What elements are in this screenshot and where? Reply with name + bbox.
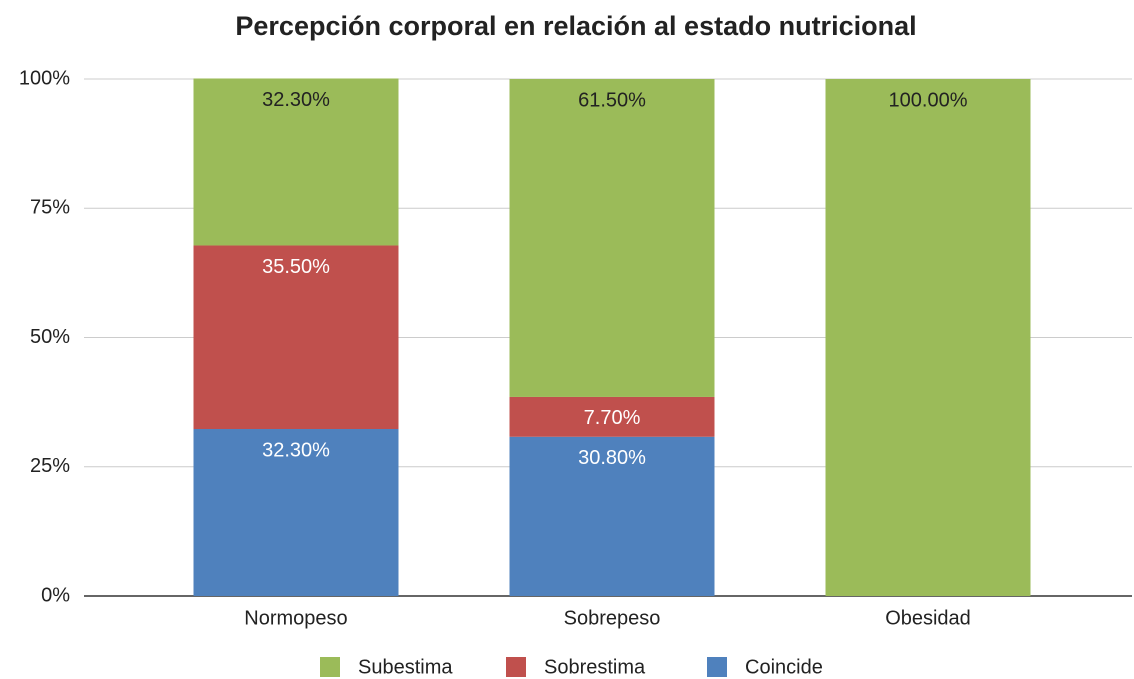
data-label: 30.80% [578, 447, 646, 469]
legend-swatch [506, 657, 526, 677]
data-label: 100.00% [889, 89, 968, 111]
bar-segment [509, 396, 715, 437]
data-label: 32.30% [262, 439, 330, 461]
bar-segment [825, 79, 1031, 596]
x-tick-label: Normopeso [244, 607, 347, 629]
data-label: 7.70% [584, 407, 641, 429]
data-label: 35.50% [262, 256, 330, 278]
y-tick-label: 75% [30, 197, 70, 219]
legend-label: Subestima [358, 656, 453, 678]
bar-segment [193, 78, 399, 246]
legend-swatch [707, 657, 727, 677]
x-tick-label: Sobrepeso [564, 607, 661, 629]
y-tick-label: 100% [19, 67, 70, 89]
legend-label: Coincide [745, 656, 823, 678]
x-tick-label: Obesidad [885, 607, 971, 629]
data-label: 61.50% [578, 89, 646, 111]
bar-segment [509, 79, 715, 397]
data-label: 32.30% [262, 89, 330, 111]
legend-label: Sobrestima [544, 656, 646, 678]
y-tick-label: 50% [30, 326, 70, 348]
bar-segment [193, 245, 399, 430]
bar-segment [509, 436, 715, 596]
legend-swatch [320, 657, 340, 677]
y-tick-label: 25% [30, 455, 70, 477]
chart-title: Percepción corporal en relación al estad… [235, 11, 916, 41]
y-tick-label: 0% [41, 584, 70, 606]
bar-segment [193, 429, 399, 596]
